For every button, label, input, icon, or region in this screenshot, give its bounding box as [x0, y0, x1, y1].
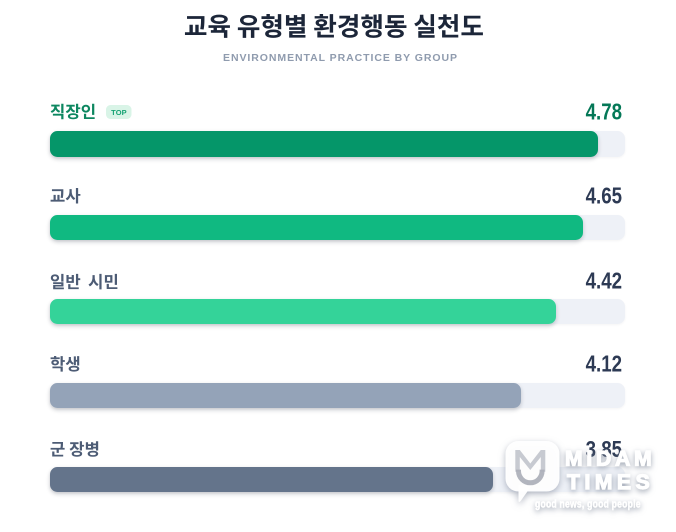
svg-text:MIDAM: MIDAM [565, 447, 652, 470]
svg-text:good news, good people: good news, good people [535, 499, 641, 511]
svg-text:ENVIRONMENTAL PRACTICE BY GROU: ENVIRONMENTAL PRACTICE BY GROUP [223, 52, 457, 64]
svg-text:3.85: 3.85 [586, 437, 623, 462]
svg-text:4.42: 4.42 [586, 269, 622, 294]
svg-text:4.12: 4.12 [586, 352, 622, 377]
svg-text:4.78: 4.78 [586, 100, 623, 125]
svg-text:TOP: TOP [111, 108, 126, 117]
svg-text:TIMES: TIMES [567, 471, 650, 494]
svg-text:4.65: 4.65 [586, 184, 623, 209]
